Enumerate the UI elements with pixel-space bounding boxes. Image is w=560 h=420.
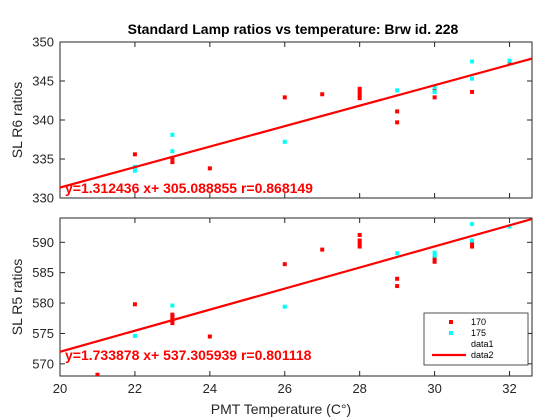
data-point-175 (470, 238, 475, 243)
data-point-170 (132, 152, 137, 157)
data-point-170 (320, 92, 325, 97)
data-point-170 (207, 166, 212, 171)
data-point-175 (470, 222, 475, 227)
y-tick-label: 335 (32, 152, 54, 167)
y-tick-label: 590 (32, 235, 54, 250)
fit-equation-r5: y=1.733878 x+ 537.305939 r=0.801118 (65, 347, 312, 363)
legend-box (423, 312, 529, 366)
legend-marker-170 (449, 320, 453, 324)
data-point-170 (357, 93, 362, 98)
y-tick-label: 570 (32, 356, 54, 371)
data-point-175 (470, 76, 475, 81)
x-tick-label: 24 (203, 381, 217, 396)
y-tick-label: 575 (32, 326, 54, 341)
data-point-170 (432, 256, 437, 261)
data-point-175 (432, 85, 437, 90)
data-point-170 (432, 95, 437, 100)
data-point-175 (395, 88, 400, 93)
data-point-175 (395, 251, 400, 256)
data-point-170 (395, 276, 400, 281)
panel-r6: 330 335 340 345 350 SL R6 ratios y=1.312436 … (9, 35, 533, 206)
data-point-175 (170, 149, 175, 154)
legend-marker-175 (449, 331, 453, 335)
legend-label: 170 (471, 317, 486, 327)
fit-equation-r6: y=1.312436 x+ 305.088855 r=0.868149 (65, 180, 313, 196)
data-point-170 (395, 284, 400, 289)
y-tick-label: 340 (32, 113, 54, 128)
y-tick-label: 345 (32, 74, 54, 89)
plot-content-r5 (60, 218, 532, 376)
data-point-175 (507, 224, 512, 229)
x-tick-label: 20 (53, 381, 67, 396)
data-point-175 (132, 333, 137, 338)
x-ticks-r5: 20 22 24 26 28 30 32 (53, 218, 517, 396)
data-point-170 (207, 334, 212, 339)
data-point-170 (170, 315, 175, 320)
data-point-170 (357, 96, 362, 101)
data-point-175 (432, 89, 437, 94)
data-point-175 (507, 58, 512, 63)
legend-label: data2 (471, 350, 494, 360)
chart-title: Standard Lamp ratios vs temperature: Brw… (128, 21, 459, 37)
data-point-170 (132, 302, 137, 307)
data-point-170 (470, 244, 475, 249)
data-point-170 (357, 89, 362, 94)
plot-content-r6 (60, 57, 532, 189)
data-point-175 (470, 59, 475, 64)
y-axis-label-r6: SL R6 ratios (9, 82, 25, 159)
plot-area-r6 (59, 41, 533, 199)
x-tick-label: 26 (278, 381, 292, 396)
data-point-170 (395, 120, 400, 125)
y-axis-label-r5: SL R5 ratios (9, 259, 25, 336)
data-point-175 (432, 250, 437, 255)
x-tick-label: 30 (427, 381, 441, 396)
data-point-170 (170, 321, 175, 326)
data-point-175 (132, 168, 137, 173)
legend-label: data1 (471, 339, 494, 349)
x-tick-label: 32 (502, 381, 516, 396)
panel-r5: 570 575 580 585 590 20 22 24 26 28 30 32 SL R5 rat… (9, 217, 533, 396)
data-point-170 (170, 312, 175, 317)
data-point-170 (357, 241, 362, 246)
data-point-170 (470, 241, 475, 246)
data-point-170 (357, 238, 362, 243)
fit-line (60, 57, 532, 189)
data-point-175 (432, 253, 437, 258)
data-point-170 (357, 244, 362, 249)
data-point-170 (395, 109, 400, 114)
data-point-170 (95, 372, 100, 376)
y-tick-label: 330 (32, 191, 54, 206)
data-point-170 (282, 262, 287, 267)
data-point-170 (170, 160, 175, 165)
data-point-175 (170, 132, 175, 137)
y-ticks-r5: 570 575 580 585 590 (32, 235, 532, 371)
data-point-170 (320, 247, 325, 252)
data-point-170 (357, 86, 362, 91)
data-point-170 (470, 89, 475, 94)
legend-label: 175 (471, 328, 486, 338)
x-axis-label: PMT Temperature (C°) (211, 401, 351, 417)
data-point-170 (432, 259, 437, 264)
data-point-175 (170, 303, 175, 308)
y-tick-label: 585 (32, 265, 54, 280)
data-point-175 (282, 304, 287, 309)
data-point-170 (357, 233, 362, 238)
fit-line (60, 218, 532, 353)
x-tick-label: 28 (352, 381, 366, 396)
data-point-170 (282, 95, 287, 100)
x-ticks-r6 (59, 42, 511, 198)
y-ticks-r6: 330 335 340 345 350 (32, 35, 532, 206)
x-tick-label: 22 (128, 381, 142, 396)
y-tick-label: 350 (32, 35, 54, 50)
data-point-170 (170, 156, 175, 161)
y-tick-label: 580 (32, 296, 54, 311)
data-point-175 (282, 139, 287, 144)
